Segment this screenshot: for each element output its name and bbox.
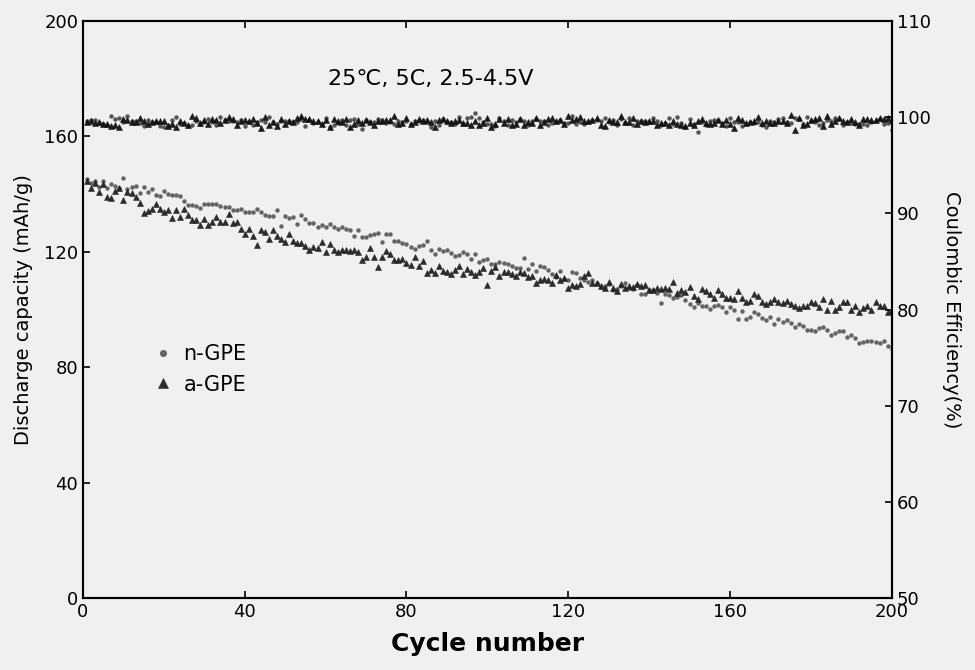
a-GPE bbox=[81, 176, 93, 184]
a-GPE bbox=[817, 295, 829, 304]
n-GPE bbox=[299, 215, 311, 223]
n-GPE bbox=[235, 205, 247, 213]
a-GPE bbox=[231, 218, 243, 226]
Line: a-GPE: a-GPE bbox=[84, 178, 895, 315]
n-GPE bbox=[821, 326, 833, 334]
a-GPE bbox=[845, 306, 857, 314]
n-GPE bbox=[113, 184, 125, 192]
a-GPE bbox=[295, 239, 307, 247]
a-GPE bbox=[886, 306, 898, 314]
Text: 25℃, 5C, 2.5-4.5V: 25℃, 5C, 2.5-4.5V bbox=[328, 68, 533, 88]
Line: n-GPE: n-GPE bbox=[85, 176, 894, 351]
n-GPE bbox=[134, 189, 145, 197]
n-GPE bbox=[886, 345, 898, 353]
a-GPE bbox=[130, 194, 141, 202]
a-GPE bbox=[113, 184, 125, 192]
Legend: n-GPE, a-GPE: n-GPE, a-GPE bbox=[150, 336, 254, 403]
a-GPE bbox=[853, 308, 865, 316]
n-GPE bbox=[849, 334, 861, 342]
Y-axis label: Coulombic Efficiency(%): Coulombic Efficiency(%) bbox=[942, 191, 961, 428]
X-axis label: Cycle number: Cycle number bbox=[391, 632, 584, 656]
Y-axis label: Discharge capacity (mAh/g): Discharge capacity (mAh/g) bbox=[14, 174, 33, 445]
n-GPE bbox=[81, 175, 93, 183]
n-GPE bbox=[118, 174, 130, 182]
